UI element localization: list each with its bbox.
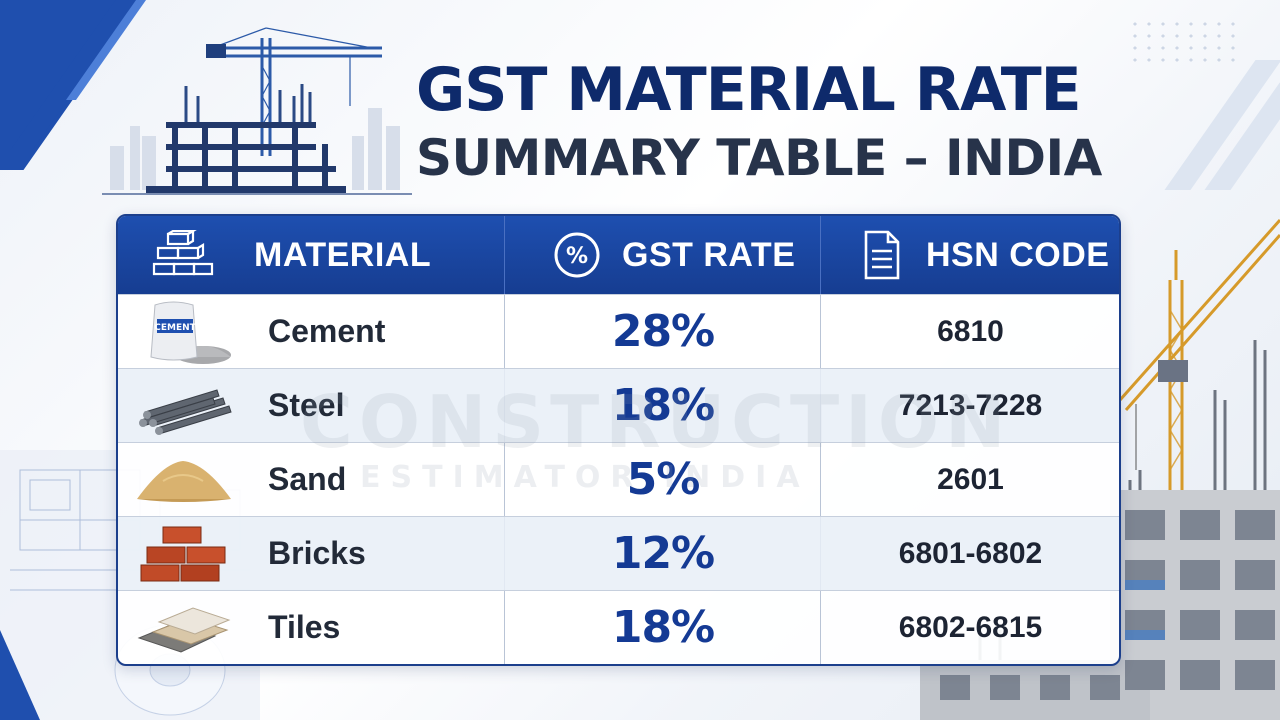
- material-name: Cement: [268, 313, 386, 349]
- gst-rate-cell: 28%: [506, 295, 820, 368]
- title-line-1: GST MATERIAL RATE: [416, 55, 1082, 125]
- header-divider: [820, 216, 821, 294]
- decor-dots: [1128, 18, 1238, 68]
- table-row-bricks: Bricks 12% 6801-6802: [118, 516, 1119, 590]
- percent-circle-icon: %: [552, 230, 602, 280]
- material-cell: Steel: [118, 369, 504, 442]
- hsn-code-cell: 6801-6802: [822, 517, 1119, 590]
- bricks-image: [128, 517, 238, 590]
- gst-rate-value: 28%: [611, 306, 715, 357]
- gst-rate-cell: 18%: [506, 369, 820, 442]
- hsn-code-value: 6801-6802: [898, 536, 1043, 570]
- gst-rate-value: 18%: [611, 602, 715, 653]
- construction-site-illustration: [920, 219, 1280, 720]
- title-line-2: SUMMARY TABLE – INDIA: [416, 129, 1102, 187]
- table-row-steel: Steel 18% 7213-7228: [118, 368, 1119, 442]
- material-name: Bricks: [268, 535, 366, 571]
- page-title: GST MATERIAL RATE SUMMARY TABLE – INDIA: [416, 54, 1102, 188]
- table-row-sand: Sand 5% 2601: [118, 442, 1119, 516]
- header-divider: [504, 216, 505, 294]
- header-label-material: MATERIAL: [254, 235, 432, 274]
- material-cell: CEMENT Cement: [118, 295, 504, 368]
- header-gst-rate: % GST RATE: [506, 216, 820, 294]
- hsn-code-value: 7213-7228: [898, 388, 1043, 422]
- table-header: MATERIAL % GST RATE HSN CODE: [118, 216, 1119, 294]
- steel-bars-image: [128, 369, 238, 442]
- header-hsn-code: HSN CODE: [822, 216, 1119, 294]
- material-cell: Bricks: [118, 517, 504, 590]
- table-row-cement: CEMENT Cement 28% 6810: [118, 294, 1119, 368]
- gst-rate-cell: 18%: [506, 591, 820, 664]
- hsn-code-cell: 6810: [822, 295, 1119, 368]
- material-cell: Tiles: [118, 591, 504, 664]
- material-name: Sand: [268, 461, 347, 497]
- material-cell: Sand: [118, 443, 504, 516]
- document-icon: [862, 229, 902, 281]
- header-label-hsn-code: HSN CODE: [926, 235, 1110, 274]
- material-name: Tiles: [268, 609, 341, 645]
- gst-rate-cell: 5%: [506, 443, 820, 516]
- column-divider: [504, 294, 505, 664]
- gst-rate-cell: 12%: [506, 517, 820, 590]
- header-material: MATERIAL: [118, 216, 504, 294]
- gst-rate-table: MATERIAL % GST RATE HSN CODE: [116, 214, 1121, 666]
- hsn-code-value: 6810: [937, 314, 1004, 348]
- sand-pile-image: [128, 443, 238, 516]
- gst-rate-value: 5%: [626, 454, 701, 505]
- bricks-stack-icon: [152, 230, 214, 280]
- hsn-code-cell: 6802-6815: [822, 591, 1119, 664]
- tiles-image: [128, 591, 238, 664]
- hsn-code-cell: 7213-7228: [822, 369, 1119, 442]
- skyline-crane-illustration: [102, 27, 412, 195]
- hsn-code-cell: 2601: [822, 443, 1119, 516]
- material-name: Steel: [268, 387, 345, 423]
- column-divider: [820, 294, 821, 664]
- hsn-code-value: 6802-6815: [898, 610, 1043, 644]
- gst-rate-value: 18%: [611, 380, 715, 431]
- svg-text:%: %: [566, 244, 588, 269]
- table-row-tiles: Tiles 18% 6802-6815: [118, 590, 1119, 664]
- cement-bag-label: CEMENT: [154, 323, 196, 333]
- gst-rate-value: 12%: [611, 528, 715, 579]
- header-label-gst-rate: GST RATE: [622, 235, 796, 274]
- cement-bag-image: CEMENT: [128, 295, 238, 368]
- hsn-code-value: 2601: [937, 462, 1004, 496]
